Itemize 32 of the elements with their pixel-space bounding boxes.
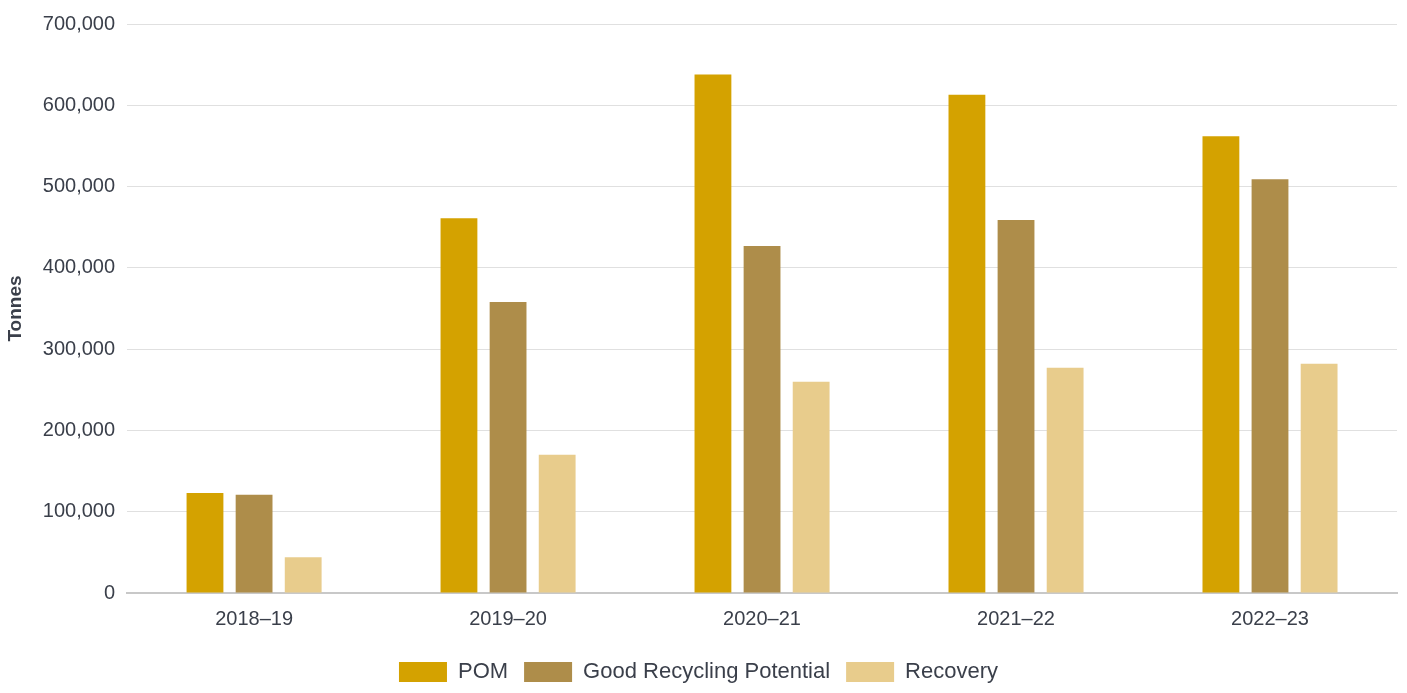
y-tick-label: 0 — [103, 580, 116, 603]
x-tick-label: 2022–23 — [1231, 606, 1309, 629]
y-tick-label: 700,000 — [42, 11, 116, 34]
bar — [792, 381, 830, 593]
bar — [284, 557, 322, 593]
legend-label: POM — [457, 658, 509, 684]
bar — [694, 74, 732, 593]
y-tick-label: 300,000 — [42, 336, 116, 359]
bar — [948, 94, 986, 593]
bar — [489, 302, 527, 593]
bar — [997, 219, 1035, 593]
legend-label: Recovery — [905, 658, 999, 684]
x-tick-label: 2020–21 — [723, 606, 801, 629]
x-tick-label: 2019–20 — [469, 606, 547, 629]
y-tick-label: 100,000 — [42, 499, 116, 522]
bar — [440, 218, 478, 593]
bar — [1300, 363, 1338, 593]
legend-label: Good Recycling Potential — [583, 658, 831, 684]
bar — [186, 493, 224, 593]
y-axis-title: Tonnes — [3, 275, 25, 342]
y-tick-label: 400,000 — [42, 255, 116, 278]
x-tick-label: 2018–19 — [215, 606, 294, 629]
bar — [1202, 136, 1240, 593]
bar — [1046, 367, 1084, 593]
y-tick-label: 200,000 — [42, 417, 116, 440]
x-tick-label: 2021–22 — [977, 606, 1055, 629]
bar — [538, 454, 576, 593]
bar — [743, 245, 781, 593]
bar — [235, 494, 273, 593]
bar — [1251, 179, 1289, 593]
y-tick-label: 500,000 — [42, 174, 116, 197]
y-tick-label: 600,000 — [42, 92, 116, 115]
